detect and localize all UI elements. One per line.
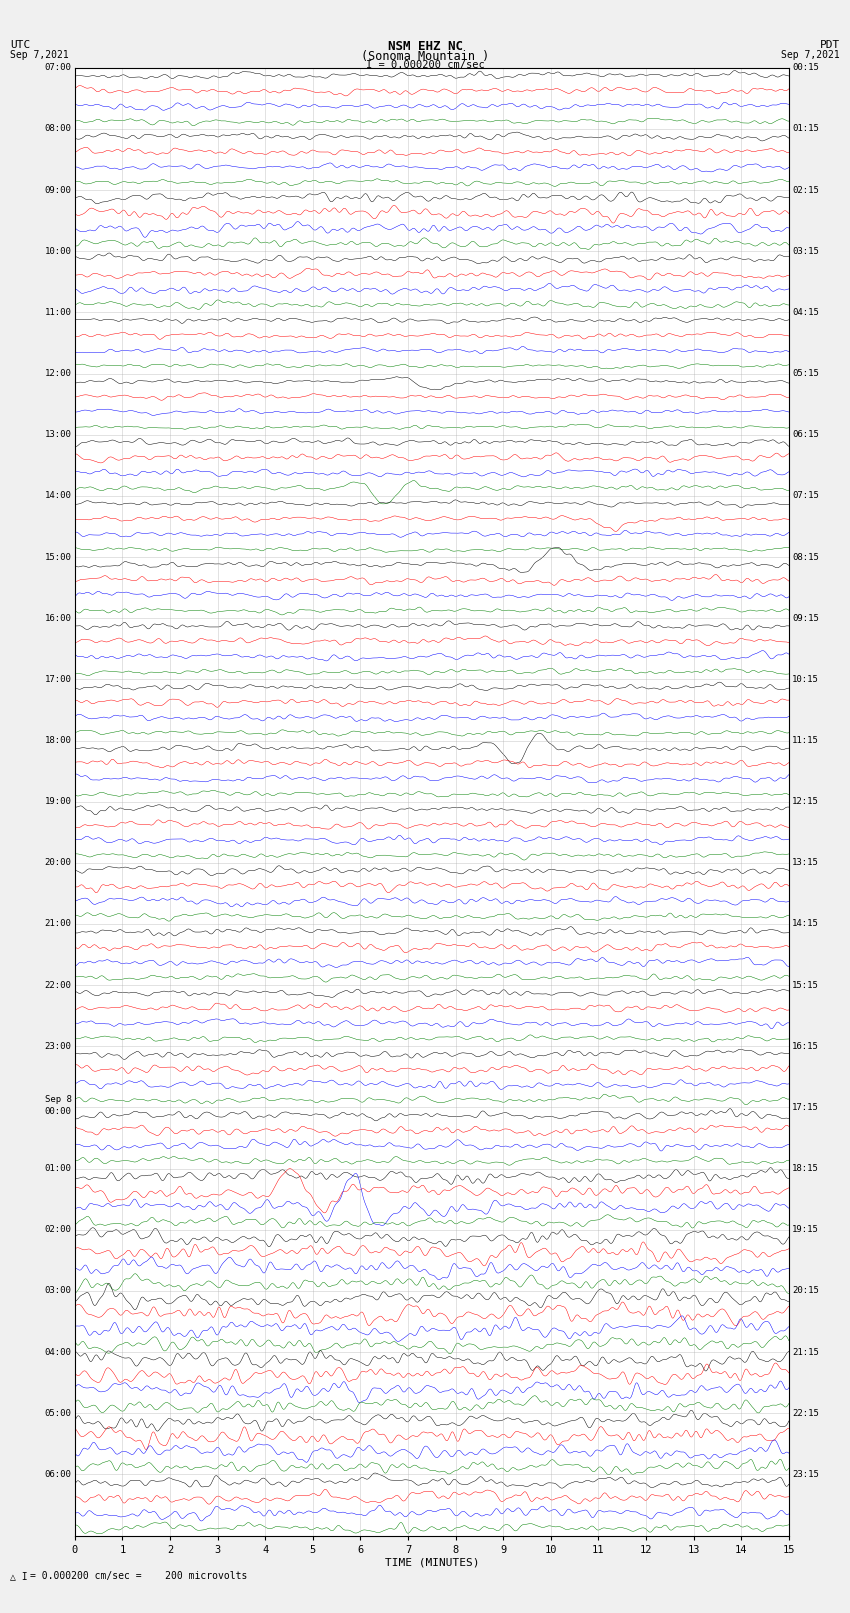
Text: 17:00: 17:00 [44,674,71,684]
Text: 23:15: 23:15 [792,1469,819,1479]
Text: 22:15: 22:15 [792,1408,819,1418]
Text: 06:15: 06:15 [792,431,819,439]
Text: 00:15: 00:15 [792,63,819,73]
Text: 05:15: 05:15 [792,369,819,377]
Text: 23:00: 23:00 [44,1042,71,1050]
Text: 07:00: 07:00 [44,63,71,73]
Text: 19:00: 19:00 [44,797,71,806]
Text: 20:15: 20:15 [792,1287,819,1295]
Text: 05:00: 05:00 [44,1408,71,1418]
Text: 07:15: 07:15 [792,492,819,500]
Text: 10:00: 10:00 [44,247,71,256]
Text: 20:00: 20:00 [44,858,71,868]
Text: 10:15: 10:15 [792,674,819,684]
Text: 18:00: 18:00 [44,736,71,745]
Text: 04:00: 04:00 [44,1347,71,1357]
Text: 14:00: 14:00 [44,492,71,500]
Text: 09:15: 09:15 [792,613,819,623]
Text: △ I: △ I [10,1571,28,1581]
Text: = 0.000200 cm/sec =    200 microvolts: = 0.000200 cm/sec = 200 microvolts [30,1571,247,1581]
Text: 21:15: 21:15 [792,1347,819,1357]
Text: 09:00: 09:00 [44,185,71,195]
Text: 02:15: 02:15 [792,185,819,195]
Text: 08:00: 08:00 [44,124,71,134]
Text: 01:15: 01:15 [792,124,819,134]
Text: 11:15: 11:15 [792,736,819,745]
Text: I = 0.000200 cm/sec: I = 0.000200 cm/sec [366,60,484,69]
Text: 12:15: 12:15 [792,797,819,806]
Text: 18:15: 18:15 [792,1165,819,1173]
Text: 03:15: 03:15 [792,247,819,256]
Text: NSM EHZ NC: NSM EHZ NC [388,39,462,53]
Text: 13:15: 13:15 [792,858,819,868]
Text: 22:00: 22:00 [44,981,71,990]
Text: 12:00: 12:00 [44,369,71,377]
Text: 16:15: 16:15 [792,1042,819,1050]
Text: 14:15: 14:15 [792,919,819,929]
Text: 15:00: 15:00 [44,553,71,561]
Text: 15:15: 15:15 [792,981,819,990]
Text: UTC: UTC [10,39,31,50]
Text: 01:00: 01:00 [44,1165,71,1173]
Text: 03:00: 03:00 [44,1287,71,1295]
Text: PDT: PDT [819,39,840,50]
Text: 02:00: 02:00 [44,1226,71,1234]
Text: (Sonoma Mountain ): (Sonoma Mountain ) [361,50,489,63]
Text: 16:00: 16:00 [44,613,71,623]
Text: 17:15: 17:15 [792,1103,819,1111]
Text: 08:15: 08:15 [792,553,819,561]
Text: Sep 7,2021: Sep 7,2021 [781,50,840,60]
Text: 19:15: 19:15 [792,1226,819,1234]
Text: 21:00: 21:00 [44,919,71,929]
Text: 13:00: 13:00 [44,431,71,439]
Text: 06:00: 06:00 [44,1469,71,1479]
Text: 11:00: 11:00 [44,308,71,316]
X-axis label: TIME (MINUTES): TIME (MINUTES) [384,1558,479,1568]
Text: Sep 8: Sep 8 [44,1095,71,1105]
Text: 00:00: 00:00 [44,1108,71,1116]
Text: Sep 7,2021: Sep 7,2021 [10,50,69,60]
Text: 04:15: 04:15 [792,308,819,316]
